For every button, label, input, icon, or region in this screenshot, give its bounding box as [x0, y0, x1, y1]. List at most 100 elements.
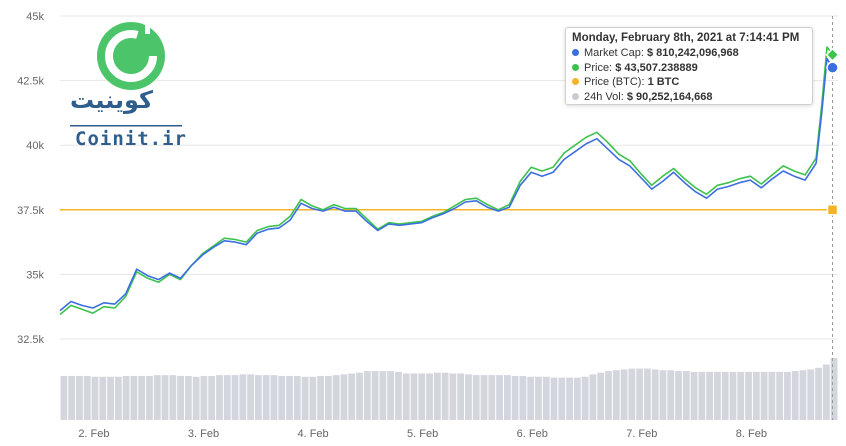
- volume-bar: [620, 369, 628, 420]
- volume-bar: [200, 375, 208, 420]
- volume-bar: [729, 371, 737, 420]
- volume-bar: [107, 376, 114, 420]
- volume-bar: [208, 375, 216, 420]
- volume-bar: [332, 375, 340, 420]
- volume-bar: [247, 374, 254, 420]
- volume-bar: [130, 375, 138, 420]
- volume-bar: [815, 367, 822, 420]
- price-dot: [572, 63, 579, 71]
- x-tick-label: 6. Feb: [517, 428, 548, 440]
- tooltip-value: 1 BTC: [647, 76, 680, 88]
- volume-bar: [566, 377, 573, 420]
- volume-bar: [737, 371, 745, 420]
- volume-bar: [659, 370, 667, 420]
- volume-bar: [449, 373, 457, 420]
- volume-bar: [830, 358, 838, 420]
- coin-logo-icon: [97, 22, 165, 90]
- volume-bar: [822, 364, 830, 420]
- tooltip-value: $ 810,242,096,968: [646, 47, 739, 59]
- volume-bar: [379, 371, 387, 420]
- volume-bar: [286, 375, 293, 420]
- volume-bar: [356, 372, 363, 420]
- x-tick-label: 3. Feb: [188, 428, 219, 440]
- y-tick-label: 37.5k: [17, 205, 44, 217]
- volume-bar: [309, 376, 317, 420]
- volume-bar: [488, 375, 496, 420]
- volume-bar: [231, 375, 239, 420]
- y-tick-label: 35k: [26, 269, 44, 281]
- volume-bar: [301, 376, 309, 420]
- volume-dot: [572, 92, 579, 100]
- market-cap-dot: [572, 49, 579, 56]
- volume-bar: [752, 371, 760, 420]
- volume-bar: [791, 371, 799, 420]
- volume-bar: [387, 371, 395, 420]
- tooltip-label: 24h Vol:: [584, 90, 624, 103]
- volume-bar: [418, 373, 426, 420]
- volume-bar: [472, 375, 480, 420]
- volume-bar: [99, 376, 107, 420]
- volume-bar: [784, 371, 791, 420]
- tooltip-value: $ 90,252,164,668: [626, 90, 713, 103]
- tooltip-label: Price (BTC):: [584, 76, 645, 88]
- volume-bar: [122, 375, 130, 420]
- tooltip-label: Market Cap:: [584, 47, 644, 59]
- volume-bar: [76, 375, 83, 420]
- x-tick-label: 2. Feb: [78, 428, 109, 440]
- volume-bar: [745, 371, 752, 420]
- volume-bar: [558, 377, 566, 420]
- y-tick-label: 42.5k: [17, 76, 44, 88]
- volume-bar: [426, 373, 433, 420]
- volume-bar: [83, 375, 91, 420]
- volume-bar: [153, 375, 161, 420]
- volume-bar: [91, 376, 99, 420]
- volume-bar: [363, 371, 371, 420]
- volume-bar: [768, 371, 776, 420]
- volume-bar: [628, 368, 636, 420]
- tooltip-value: $ 43,507.238889: [615, 61, 698, 74]
- volume-bar: [675, 371, 682, 420]
- volume-bar: [480, 375, 488, 420]
- price-btc-dot: [572, 78, 579, 85]
- volume-bar: [807, 369, 815, 420]
- volume-bar: [161, 375, 169, 420]
- volume-bar: [644, 368, 651, 420]
- volume-bar: [776, 371, 784, 420]
- volume-bar: [698, 371, 706, 420]
- volume-bar: [371, 371, 379, 420]
- x-tick-label: 8. Feb: [736, 428, 767, 440]
- y-tick-label: 45k: [26, 11, 44, 23]
- volume-bar: [714, 371, 721, 420]
- volume-bar: [192, 376, 200, 420]
- volume-bar: [138, 375, 146, 420]
- volume-bar: [223, 375, 231, 420]
- volume-bar: [177, 375, 184, 420]
- tooltip-row-volume: 24h Vol: $ 90,252,164,668: [572, 90, 806, 105]
- volume-bar: [503, 375, 511, 420]
- volume-bar: [682, 371, 690, 420]
- volume-bar: [169, 375, 177, 420]
- x-tick-label: 5. Feb: [407, 428, 438, 440]
- volume-bar: [216, 375, 223, 420]
- volume-bar: [441, 372, 449, 420]
- volume-bar: [667, 370, 675, 420]
- volume-bar: [146, 375, 153, 420]
- tooltip-row-price: Price: $ 43,507.238889: [572, 61, 806, 76]
- volume-bar: [706, 371, 714, 420]
- volume-bar: [690, 371, 698, 420]
- volume-bar: [612, 370, 620, 420]
- volume-bar: [239, 374, 247, 420]
- volume-bar: [535, 376, 542, 420]
- volume-bar: [293, 375, 301, 420]
- volume-bar: [527, 376, 535, 420]
- volume-bar: [651, 369, 659, 420]
- volume-bar: [270, 375, 278, 420]
- volume-bar: [760, 371, 768, 420]
- y-tick-label: 32.5k: [17, 334, 44, 346]
- volume-bar: [348, 373, 356, 420]
- volume-bar: [68, 375, 76, 420]
- volume-bar: [278, 375, 286, 420]
- volume-bar: [457, 373, 465, 420]
- y-tick-label: 40k: [26, 140, 44, 152]
